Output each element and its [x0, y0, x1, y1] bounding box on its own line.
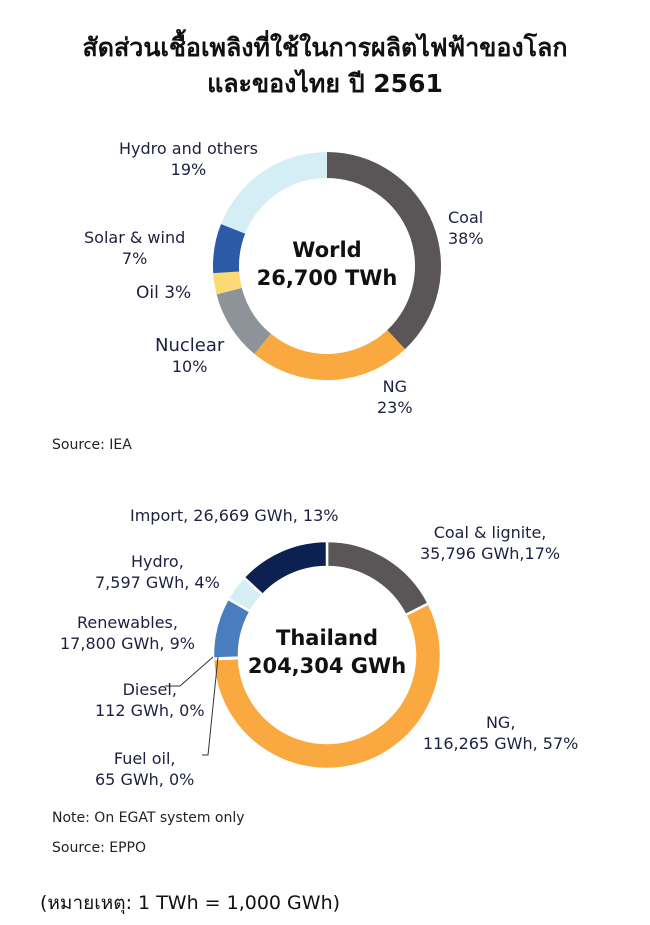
- label-value: 7%: [121, 249, 148, 268]
- world-slice-coal: [327, 152, 441, 350]
- th-label-diesel: Diesel, 112 GWh, 0%: [95, 680, 205, 720]
- label-name: Hydro and others: [119, 139, 258, 158]
- leader-line-diesel: [165, 656, 214, 687]
- thailand-note: Note: On EGAT system only: [52, 810, 245, 826]
- label-name: Fuel oil: [113, 749, 171, 768]
- world-label-oil: Oil 3%: [136, 283, 191, 304]
- thailand-slice-ng: [211, 601, 443, 771]
- label-value: 116,265 GWh, 57%: [423, 734, 579, 753]
- title-line-1: สัดส่วนเชื้อเพลิงที่ใช้ในการผลิตไฟฟ้าของ…: [82, 33, 568, 62]
- world-label-hydro: Hydro and others 19%: [119, 138, 258, 180]
- label-name: Solar & wind: [84, 228, 186, 247]
- thailand-center-title: Thailand: [276, 626, 378, 650]
- world-label-solar: Solar & wind 7%: [84, 227, 185, 269]
- label-value: 26,669 GWh, 13%: [193, 506, 339, 525]
- th-label-ng: NG, 116,265 GWh, 57%: [423, 713, 579, 753]
- label-value: 10%: [171, 357, 208, 376]
- title-line-2: และของไทย ปี 2561: [207, 69, 443, 98]
- world-label-ng: NG 23%: [377, 376, 413, 418]
- th-label-import: Import, 26,669 GWh, 13%: [130, 506, 339, 525]
- label-value: 19%: [170, 160, 207, 179]
- label-value: 17,800 GWh, 9%: [60, 634, 195, 653]
- label-value: 3%: [164, 283, 192, 303]
- thailand-center-label: Thailand 204,304 GWh: [227, 624, 427, 680]
- label-name: Coal: [448, 208, 484, 227]
- world-center-total: 26,700 TWh: [256, 266, 398, 290]
- label-name: Hydro: [131, 552, 179, 571]
- th-label-hydro: Hydro, 7,597 GWh, 4%: [95, 552, 220, 592]
- label-value: 35,796 GWh,17%: [420, 544, 561, 563]
- thailand-center-total: 204,304 GWh: [247, 654, 407, 678]
- th-label-renewables: Renewables, 17,800 GWh, 9%: [60, 613, 195, 653]
- world-center-title: World: [292, 238, 362, 262]
- world-slice-nuclear: [216, 287, 271, 354]
- world-center-label: World 26,700 TWh: [227, 236, 427, 292]
- footnote: (หมายเหตุ: 1 TWh = 1,000 GWh): [40, 892, 341, 914]
- world-label-nuclear: Nuclear 10%: [155, 335, 224, 377]
- label-name: NG: [485, 713, 511, 732]
- label-name: Nuclear: [155, 335, 225, 356]
- label-name: Import: [130, 506, 184, 525]
- label-value: 112 GWh, 0%: [95, 701, 205, 720]
- label-name: Coal & lignite: [433, 523, 542, 542]
- thailand-slice-coal-lignite: [325, 539, 431, 617]
- label-name: NG: [382, 377, 407, 396]
- world-slice-oil: [213, 271, 242, 295]
- label-name: Renewables: [76, 613, 173, 632]
- label-name: Diesel: [122, 680, 172, 699]
- label-value: 7,597 GWh, 4%: [95, 573, 220, 592]
- world-slice-solar-wind: [213, 224, 246, 274]
- label-name: Oil: [136, 283, 159, 303]
- thailand-source: Source: EPPO: [52, 840, 147, 856]
- th-label-fueloil: Fuel oil, 65 GWh, 0%: [95, 749, 195, 789]
- th-label-coal: Coal & lignite, 35,796 GWh,17%: [420, 523, 561, 563]
- leader-line-fueloil: [202, 656, 219, 756]
- label-value: 38%: [448, 229, 484, 248]
- label-value: 23%: [377, 398, 413, 417]
- world-source: Source: IEA: [52, 437, 132, 453]
- world-slice-ng: [254, 330, 406, 380]
- world-slice-hydro-and-others: [221, 152, 327, 234]
- label-value: 65 GWh, 0%: [95, 770, 195, 789]
- world-label-coal: Coal 38%: [448, 207, 484, 249]
- thailand-slice-import: [241, 539, 329, 597]
